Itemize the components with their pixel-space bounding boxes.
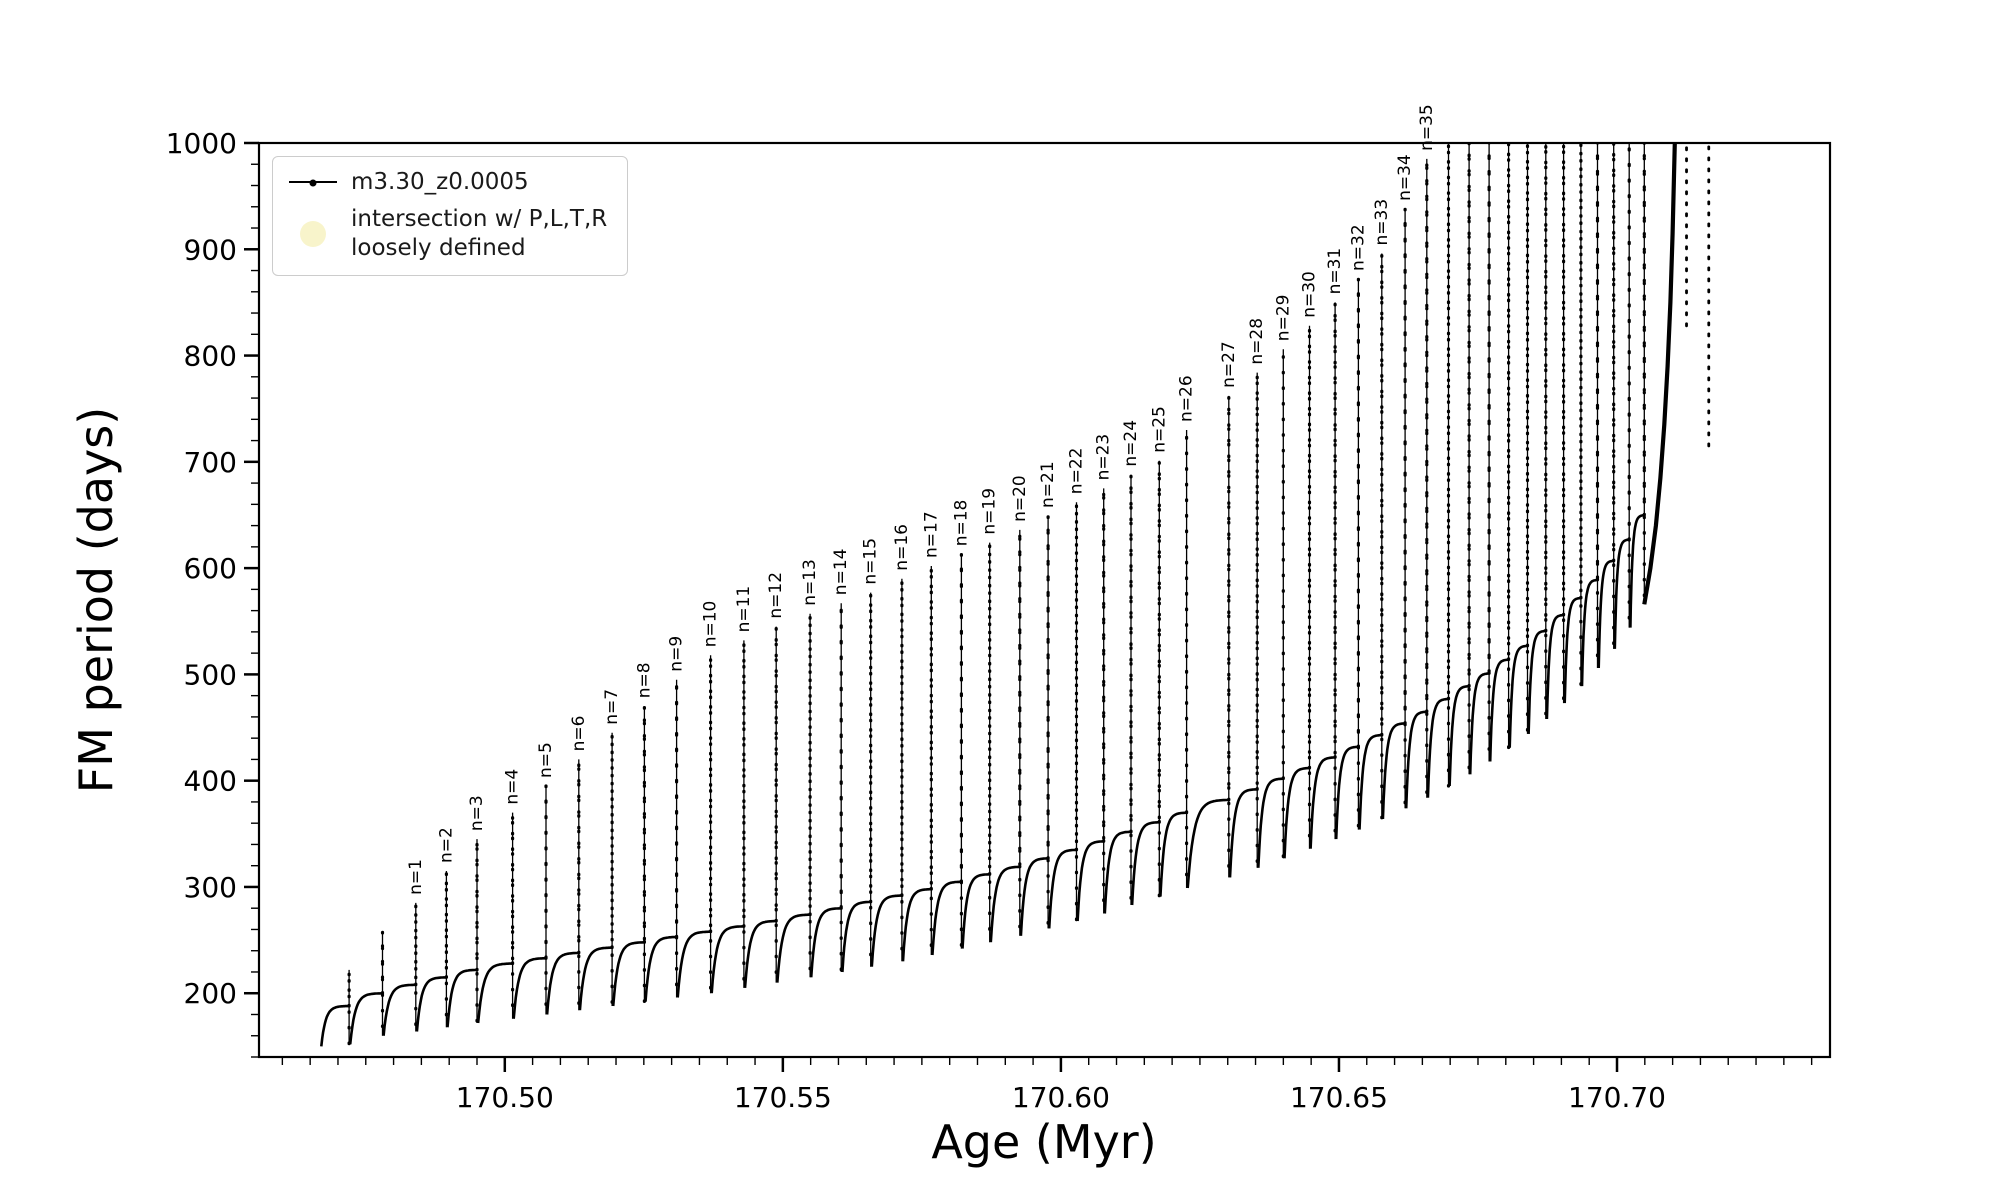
x-tick-label: 170.55 [734, 1081, 832, 1114]
x-axis-label: Age (Myr) [931, 1115, 1157, 1169]
spike-label: n=4 [503, 769, 523, 805]
pulse-spikes [348, 143, 1645, 1045]
spike-label: n=12 [766, 572, 786, 619]
spike-label: n=11 [734, 586, 754, 633]
y-tick-label: 800 [184, 340, 237, 373]
spike-label: n=1 [406, 859, 426, 895]
spike-label: n=7 [602, 689, 622, 725]
spike-label: n=34 [1395, 154, 1415, 201]
legend-label-intersection-line1: intersection w/ P,L,T,R [351, 206, 608, 232]
spike-label: n=28 [1247, 318, 1267, 365]
final-rise-curve [1642, 143, 1677, 605]
spike-label: n=2 [436, 827, 456, 863]
legend: m3.30_z0.0005 intersection w/ P,L,T,R lo… [272, 156, 629, 276]
y-tick-label: 700 [184, 446, 237, 479]
spike-labels: n=1 n=2 n=3 n=4 n=5 n=6 n=7 n=8 n=9 n=10 n=11 n=12 n… [406, 104, 1437, 895]
spike-label: n=27 [1219, 341, 1239, 388]
y-tick-label: 200 [184, 977, 237, 1010]
legend-label-series: m3.30_z0.0005 [351, 169, 529, 195]
axes-frame [257, 141, 1832, 1059]
spike-label: n=35 [1417, 104, 1437, 151]
y-tick-label: 500 [184, 658, 237, 691]
legend-entry-series: m3.30_z0.0005 [287, 169, 607, 195]
legend-entry-intersection: intersection w/ P,L,T,R loosely defined [287, 205, 607, 263]
spike-label: n=21 [1038, 461, 1058, 508]
x-tick-label: 170.60 [1012, 1081, 1110, 1114]
spike-label: n=30 [1300, 271, 1320, 318]
spike-label: n=32 [1348, 224, 1368, 271]
spike-label: n=15 [861, 538, 881, 585]
spike-label: n=26 [1177, 375, 1197, 422]
x-tick-label: 170.50 [456, 1081, 554, 1114]
spike-label: n=19 [980, 488, 1000, 535]
series-curve [320, 143, 1711, 1047]
y-tick-label: 400 [184, 765, 237, 798]
spike-label: n=23 [1094, 434, 1114, 481]
spike-label: n=16 [892, 524, 912, 571]
spike-label: n=24 [1121, 420, 1141, 467]
spike-label: n=9 [667, 636, 687, 672]
y-tick-label: 600 [184, 552, 237, 585]
axis-tick-labels: 170.50 170.55 170.60 170.65 170.70 200 300 400 5… [166, 127, 1666, 1114]
baseline-curve [320, 513, 1645, 1047]
spike-label: n=33 [1372, 199, 1392, 246]
spike-label: n=5 [536, 742, 556, 778]
y-tick-label: 900 [184, 233, 237, 266]
spike-label: n=18 [951, 500, 971, 547]
legend-label-intersection-line2: loosely defined [351, 234, 526, 261]
x-tick-label: 170.70 [1568, 1081, 1666, 1114]
spike-label: n=3 [467, 795, 487, 831]
y-tick-label: 300 [184, 871, 237, 904]
line-marker-icon [287, 179, 339, 187]
spike-label: n=14 [831, 549, 851, 596]
y-tick-label: 1000 [166, 127, 237, 160]
spike-label: n=31 [1325, 248, 1345, 295]
spike-label: n=13 [800, 559, 820, 606]
spike-label: n=6 [569, 716, 589, 752]
y-axis-label: FM period (days) [69, 406, 123, 794]
spike-label: n=25 [1149, 406, 1169, 453]
circle-marker-icon [287, 220, 339, 247]
spike-label: n=20 [1010, 475, 1030, 522]
axis-ticks [244, 141, 1813, 1072]
spike-label: n=8 [634, 662, 654, 698]
spike-label: n=22 [1067, 448, 1087, 495]
spike-label: n=17 [921, 511, 941, 558]
x-tick-label: 170.65 [1290, 1081, 1388, 1114]
spike-label: n=29 [1273, 295, 1293, 342]
spike-label: n=10 [701, 601, 721, 648]
